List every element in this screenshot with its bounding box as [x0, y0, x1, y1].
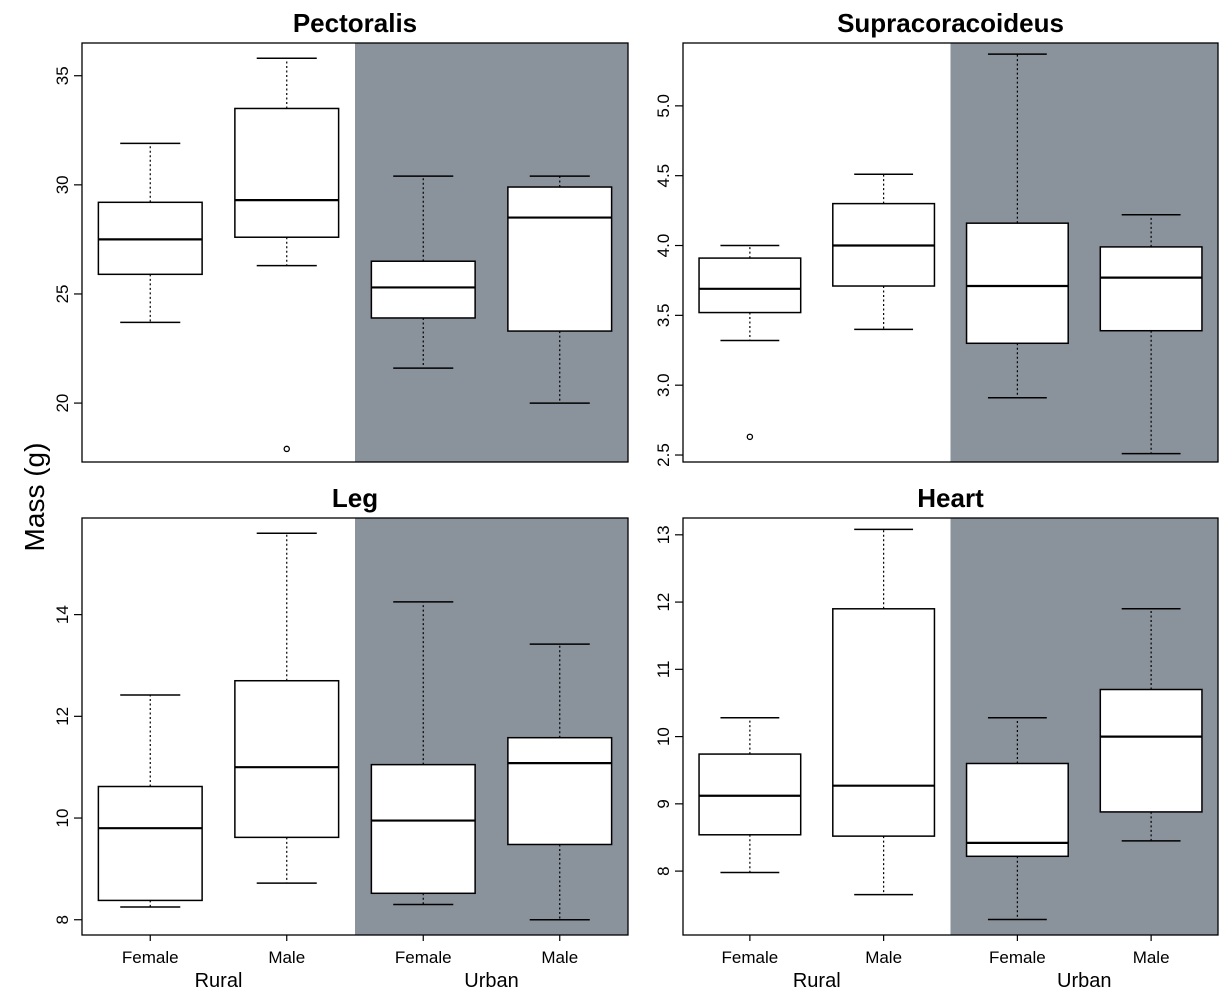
box-rural-male	[832, 173, 936, 331]
box-iqr	[1099, 688, 1203, 813]
y-tick-label: 14	[53, 605, 72, 624]
y-tick-label: 3.0	[654, 373, 673, 397]
y-tick-label: 4.0	[654, 234, 673, 258]
y-tick-label: 2.5	[654, 443, 673, 467]
y-tick-label: 35	[53, 66, 72, 85]
box-urban-female	[965, 53, 1069, 399]
box-urban-male	[1099, 214, 1203, 455]
box-rural-female	[97, 142, 203, 324]
box-urban-female	[370, 601, 476, 906]
x-group-label: Rural	[793, 970, 841, 992]
x-tick-label: Male	[268, 948, 305, 967]
y-tick-label: 10	[53, 809, 72, 828]
outlier-point	[746, 433, 754, 441]
panels: Pectoralis 20 25 30 35 Supracoracoideus 2.5 3.0…	[53, 8, 1219, 992]
box-iqr	[1099, 246, 1203, 332]
box-iqr	[370, 763, 476, 895]
y-tick-label: 20	[53, 394, 72, 413]
y-tick-label: 10	[654, 727, 673, 746]
y-tick-label: 8	[654, 866, 673, 875]
panel-title: Supracoracoideus	[837, 8, 1064, 38]
box-urban-male	[507, 175, 613, 404]
box-iqr	[965, 222, 1069, 345]
plot-frame	[81, 517, 629, 936]
y-tick-label: 12	[654, 593, 673, 612]
box-urban-female	[965, 717, 1069, 921]
box-iqr	[698, 753, 802, 836]
box-rural-female	[698, 717, 802, 874]
x-tick-label: Female	[395, 948, 452, 967]
box-rural-female	[97, 694, 203, 908]
x-tick-label: Male	[1133, 948, 1170, 967]
y-tick-label: 13	[654, 525, 673, 544]
panel-supracoracoideus: Supracoracoideus 2.5 3.0 3.5 4.0 4.5 5.0	[654, 8, 1219, 467]
box-iqr	[698, 257, 802, 314]
x-group-label: Rural	[195, 970, 243, 992]
x-group-label: Urban	[1057, 970, 1111, 992]
box-iqr	[234, 107, 340, 238]
y-tick-label: 12	[53, 707, 72, 726]
box-iqr	[507, 736, 613, 846]
box-urban-female	[370, 175, 476, 369]
x-group-label: Urban	[464, 970, 518, 992]
box-iqr	[370, 260, 476, 319]
plot-frame	[682, 42, 1219, 463]
panel-title: Heart	[917, 483, 984, 513]
panel-title: Leg	[332, 483, 378, 513]
x-tick-label: Female	[122, 948, 179, 967]
y-tick-label: 5.0	[654, 94, 673, 118]
y-tick-label: 3.5	[654, 304, 673, 328]
box-rural-male	[234, 57, 340, 453]
y-axis-label: Mass (g)	[19, 443, 50, 552]
y-tick-label: 30	[53, 175, 72, 194]
plot-frame	[682, 517, 1219, 936]
panel-leg: Leg 8 10 12 14 Female Male Female Male Rural Urban	[53, 483, 629, 992]
y-tick-label: 9	[654, 799, 673, 808]
y-tick-label: 11	[654, 661, 673, 679]
outlier-point	[283, 445, 290, 453]
panel-heart: Heart 8 9 10 11 12 13 Female Male Female Male Rural…	[654, 483, 1219, 992]
box-urban-male	[507, 643, 613, 921]
x-tick-label: Male	[865, 948, 902, 967]
box-iqr	[832, 608, 936, 837]
x-tick-label: Female	[722, 948, 779, 967]
box-rural-male	[832, 528, 936, 896]
x-tick-label: Female	[989, 948, 1046, 967]
y-tick-label: 8	[53, 915, 72, 924]
box-rural-female	[698, 244, 802, 441]
x-tick-label: Male	[541, 948, 578, 967]
box-rural-male	[234, 532, 340, 884]
y-tick-label: 4.5	[654, 164, 673, 188]
panel-title: Pectoralis	[293, 8, 417, 38]
y-tick-label: 25	[53, 285, 72, 304]
box-iqr	[507, 186, 613, 332]
box-iqr	[97, 785, 203, 902]
plot-frame	[81, 42, 629, 463]
box-urban-male	[1099, 608, 1203, 842]
box-iqr	[234, 679, 340, 839]
box-iqr	[965, 762, 1069, 858]
panel-pectoralis: Pectoralis 20 25 30 35	[53, 8, 629, 463]
